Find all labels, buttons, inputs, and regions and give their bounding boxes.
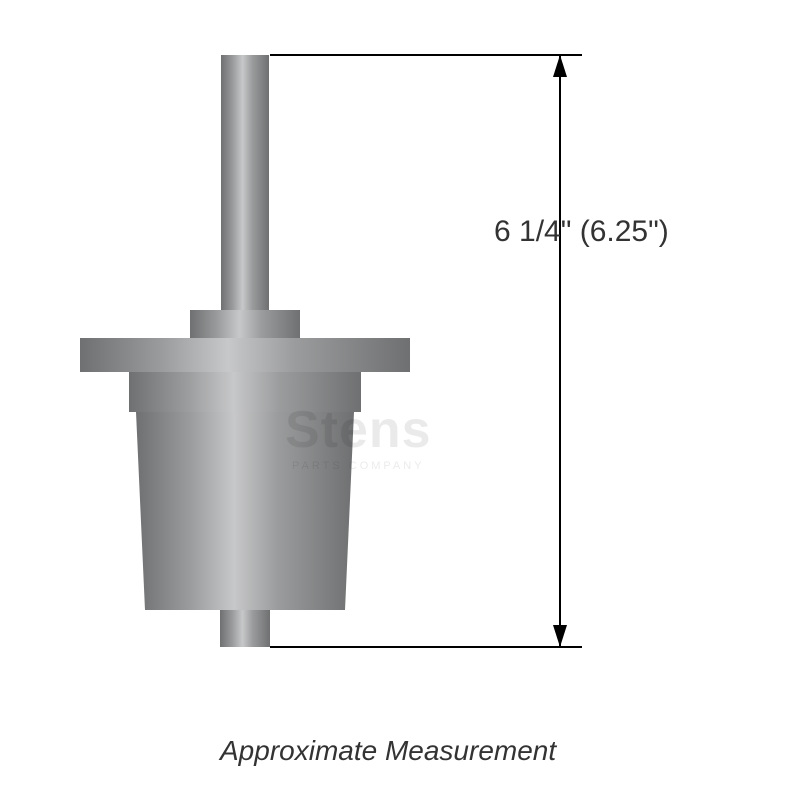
segment-flange (80, 338, 410, 372)
segment-bottom-shaft (220, 610, 270, 647)
dimension-arrow-top (553, 55, 567, 77)
extension-line-bottom (270, 646, 582, 648)
dimension-line (559, 55, 561, 647)
extension-line-top (270, 54, 582, 56)
segment-body-main (136, 412, 354, 610)
dimension-arrow-bottom (553, 625, 567, 647)
segment-hub-step (190, 310, 300, 338)
caption-text: Approximate Measurement (220, 735, 556, 767)
dimension-label: 6 1/4" (6.25") (494, 215, 669, 249)
segment-body-upper (129, 372, 361, 412)
segment-top-shaft (221, 55, 269, 310)
diagram-canvas: 6 1/4" (6.25") Approximate Measurement S… (0, 0, 800, 800)
